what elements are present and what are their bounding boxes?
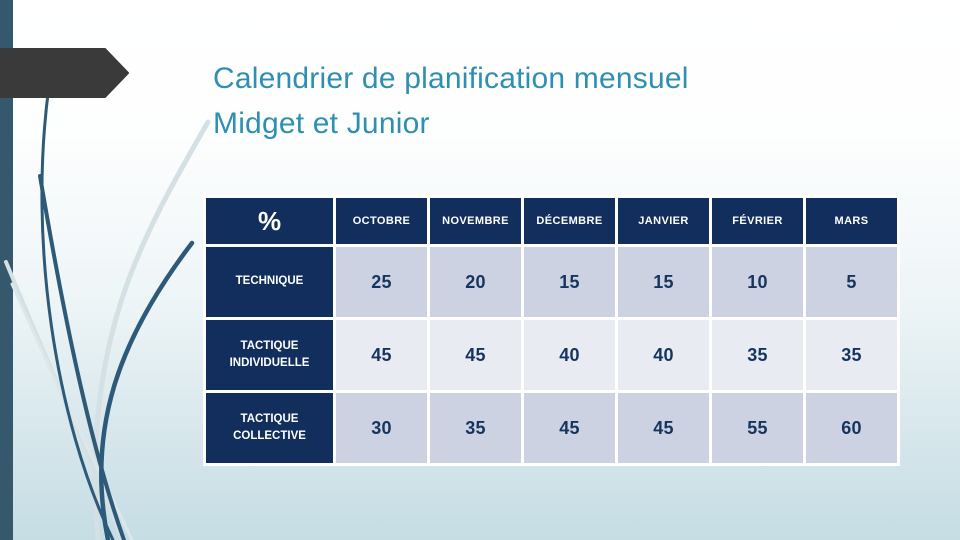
title-line-2: Midget et Junior	[213, 107, 430, 140]
data-cell: 5	[806, 247, 897, 317]
left-accent-bar	[0, 0, 13, 540]
data-cell: 35	[430, 393, 521, 463]
column-header-janvier: JANVIER	[618, 198, 709, 244]
title-line-1: Calendrier de planification mensuel	[213, 62, 689, 95]
decorative-swoosh-lines	[4, 84, 211, 540]
row-label-tactique-individuelle: TACTIQUE INDIVIDUELLE	[206, 320, 333, 390]
data-cell: 10	[712, 247, 803, 317]
data-cell: 15	[524, 247, 615, 317]
data-cell: 30	[336, 393, 427, 463]
data-cell: 60	[806, 393, 897, 463]
row-label-technique: TECHNIQUE	[206, 247, 333, 317]
arrow-right-icon	[0, 48, 129, 98]
planning-table: % OCTOBRE NOVEMBRE DÉCEMBRE JANVIER FÉVR…	[203, 195, 900, 466]
data-cell: 40	[524, 320, 615, 390]
table-corner-cell: %	[206, 198, 333, 244]
column-header-octobre: OCTOBRE	[336, 198, 427, 244]
column-header-mars: MARS	[806, 198, 897, 244]
data-cell: 25	[336, 247, 427, 317]
data-cell: 20	[430, 247, 521, 317]
data-cell: 55	[712, 393, 803, 463]
data-cell: 45	[430, 320, 521, 390]
data-cell: 15	[618, 247, 709, 317]
data-cell: 45	[618, 393, 709, 463]
data-cell: 45	[336, 320, 427, 390]
data-cell: 40	[618, 320, 709, 390]
data-cell: 45	[524, 393, 615, 463]
page-title: Calendrier de planification mensuel Midg…	[213, 56, 933, 146]
column-header-novembre: NOVEMBRE	[430, 198, 521, 244]
data-cell: 35	[712, 320, 803, 390]
data-cell: 35	[806, 320, 897, 390]
column-header-decembre: DÉCEMBRE	[524, 198, 615, 244]
column-header-fevrier: FÉVRIER	[712, 198, 803, 244]
row-label-tactique-collective: TACTIQUE COLLECTIVE	[206, 393, 333, 463]
